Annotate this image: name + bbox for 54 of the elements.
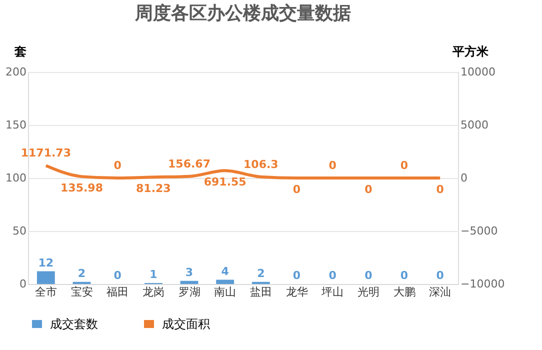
legend-label: 成交套数 (50, 317, 98, 331)
data-label: 156.67 (168, 157, 210, 170)
x-tick-label: 罗湖 (178, 286, 200, 298)
data-label: 691.55 (204, 176, 246, 189)
x-tick-label: 福田 (106, 286, 129, 298)
chart-title: 周度各区办公楼成交量数据 (134, 3, 351, 24)
x-tick-label: 光明 (357, 286, 380, 298)
data-label: 0 (400, 159, 408, 172)
x-tick-label: 宝安 (70, 286, 93, 298)
data-label: 0 (292, 269, 301, 282)
y2-tick-label: −10000 (460, 278, 505, 290)
legend-label: 成交面积 (162, 317, 210, 331)
data-label: 0 (328, 269, 337, 282)
y2-axis-title: 平方米 (452, 44, 490, 58)
data-label: 81.23 (136, 182, 171, 196)
y2-tick-label: 5000 (460, 118, 488, 132)
bar (180, 280, 198, 284)
y2-tick-label: 10000 (460, 66, 496, 78)
y-tick-label: 200 (6, 66, 26, 78)
x-tick-label: 南山 (214, 286, 236, 298)
data-label: 106.3 (244, 158, 278, 171)
data-label: 0 (114, 159, 122, 172)
data-label: 0 (364, 269, 373, 282)
data-label: 12 (38, 256, 54, 270)
data-label: 4 (221, 264, 230, 278)
x-tick-label: 龙岗 (142, 286, 164, 298)
data-label: 2 (78, 266, 86, 280)
data-label: 135.98 (60, 182, 103, 195)
y2-tick-label: 0 (460, 172, 468, 184)
x-tick-label: 深汕 (429, 286, 452, 298)
data-label: 2 (257, 266, 265, 280)
data-label: 0 (364, 183, 373, 196)
data-label: 0 (436, 269, 444, 282)
y-tick-label: 0 (20, 278, 26, 290)
data-label: 0 (114, 269, 122, 282)
y-tick-label: 50 (12, 224, 26, 238)
data-label: 0 (436, 183, 444, 196)
x-tick-label: 盐田 (250, 286, 272, 298)
data-label: 0 (400, 269, 408, 282)
x-tick-label: 全市 (34, 286, 57, 298)
x-tick-label: 大鹏 (393, 286, 416, 298)
data-label: 0 (328, 159, 337, 172)
y2-tick-label: −5000 (460, 224, 498, 238)
x-tick-label: 坪山 (320, 286, 344, 298)
y-axis-title: 套 (14, 44, 26, 58)
x-tick-label: 龙华 (286, 286, 308, 298)
bar (36, 271, 55, 284)
y-tick-label: 150 (6, 118, 26, 132)
data-label: 3 (185, 266, 194, 279)
data-label: 1171.73 (20, 146, 71, 160)
data-label: 0 (292, 183, 301, 196)
y-tick-label: 100 (6, 172, 26, 184)
bar (216, 280, 234, 284)
data-label: 1 (150, 268, 158, 281)
